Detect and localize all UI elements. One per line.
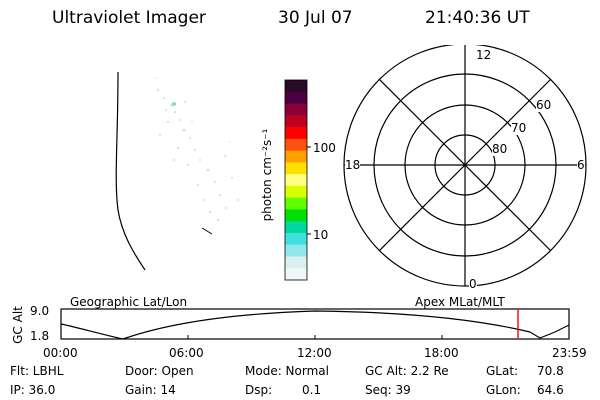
colorbar <box>284 79 311 281</box>
seq-readout: Seq: 39 <box>365 383 411 397</box>
timeline-axis-title: GC Alt <box>11 306 25 344</box>
colorbar-cell <box>285 185 307 199</box>
timeline-left-label: Geographic Lat/Lon <box>70 295 188 309</box>
x-label-1800: 18:00 <box>424 346 459 360</box>
mlt-label-12: 12 <box>476 48 492 62</box>
x-label-0600: 06:00 <box>169 346 204 360</box>
altitude-timeline <box>60 308 570 340</box>
timeline-right-label: Apex MLat/MLT <box>415 295 505 309</box>
app-title: Ultraviolet Imager <box>52 8 206 28</box>
colorbar-cell <box>285 162 307 175</box>
door-readout: Door: Open <box>125 364 194 378</box>
timeline-y-bottom: 1.8 <box>30 329 50 343</box>
aurora-speckles <box>155 77 239 221</box>
earth-limb-line <box>115 71 146 271</box>
glon-label: GLon: <box>486 383 521 397</box>
aurora-bright-spot <box>172 102 176 106</box>
date-display: 30 Jul 07 <box>278 8 353 28</box>
ring-label-60: 60 <box>536 98 552 112</box>
x-label-0000: 00:00 <box>43 346 78 360</box>
colorbar-cell <box>285 91 307 105</box>
colorbar-cell <box>285 115 307 128</box>
mlt-label-6: 6 <box>577 158 585 172</box>
altitude-curve <box>60 310 570 340</box>
glat-label: GLat: <box>486 364 519 378</box>
colorbar-cell <box>285 174 307 187</box>
colorbar-cell <box>285 232 307 246</box>
dsp-label: Dsp: <box>245 383 273 397</box>
terminator-segment <box>201 227 213 235</box>
colorbar-cell <box>285 268 307 281</box>
colorbar-gradient <box>285 80 307 281</box>
colorbar-cell <box>285 221 307 234</box>
glon-value: 64.6 <box>537 383 564 397</box>
colorbar-cell <box>285 150 307 163</box>
colorbar-frame <box>284 79 308 281</box>
polar-diagonal-b <box>378 78 552 252</box>
mlt-label-18: 18 <box>345 158 361 172</box>
filter-readout: Flt: LBHL <box>10 364 64 378</box>
glat-value: 70.8 <box>537 364 564 378</box>
colorbar-label-100: 100 <box>313 141 336 155</box>
x-label-2359: 23:59 <box>552 346 587 360</box>
colorbar-cell <box>285 138 307 152</box>
colorbar-cell <box>285 80 307 93</box>
colorbar-cell <box>285 209 307 222</box>
uv-image-panel <box>115 71 239 271</box>
dsp-value: 0.1 <box>302 383 322 397</box>
colorbar-unit-label: photon cm⁻²s⁻¹ <box>260 128 274 222</box>
colorbar-cell <box>285 127 307 140</box>
ring-label-70: 70 <box>511 121 527 135</box>
colorbar-cell <box>285 256 307 269</box>
gc-alt-readout: GC Alt: 2.2 Re <box>365 364 449 378</box>
colorbar-cell <box>285 244 307 257</box>
mlt-label-0: 0 <box>469 277 477 291</box>
time-display: 21:40:36 UT <box>425 8 530 28</box>
colorbar-cell <box>285 197 307 210</box>
x-label-1200: 12:00 <box>297 346 332 360</box>
polar-mlt-plot <box>343 45 587 287</box>
gain-readout: Gain: 14 <box>125 383 176 397</box>
colorbar-cell <box>285 103 307 116</box>
mode-readout: Mode: Normal <box>245 364 329 378</box>
timeline-y-top: 9.0 <box>30 304 50 318</box>
ip-readout: IP: 36.0 <box>10 383 56 397</box>
colorbar-label-10: 10 <box>313 228 329 242</box>
ring-label-80: 80 <box>492 142 508 156</box>
